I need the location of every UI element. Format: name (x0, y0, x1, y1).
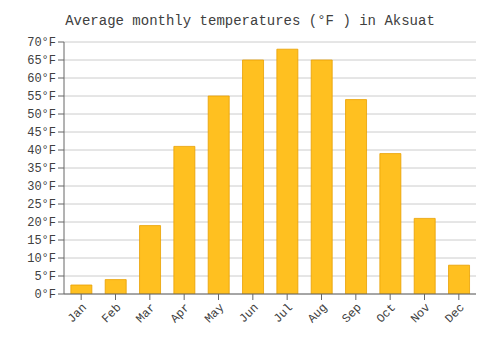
svg-text:Dec: Dec (443, 301, 468, 326)
svg-text:0°F: 0°F (34, 288, 56, 302)
svg-text:Aug: Aug (305, 301, 330, 326)
svg-text:Oct: Oct (374, 301, 399, 326)
svg-text:20°F: 20°F (27, 216, 56, 230)
svg-text:45°F: 45°F (27, 126, 56, 140)
svg-text:Sep: Sep (340, 301, 365, 326)
html-text:Average monthly temperatures (: Average monthly temperatures (°F ) in Ak… (65, 13, 435, 29)
svg-text:30°F: 30°F (27, 180, 56, 194)
svg-text:60°F: 60°F (27, 72, 56, 86)
svg-text:25°F: 25°F (27, 198, 56, 212)
svg-text:50°F: 50°F (27, 108, 56, 122)
svg-text:10°F: 10°F (27, 252, 56, 266)
svg-text:35°F: 35°F (27, 162, 56, 176)
svg-text:Jul: Jul (271, 301, 296, 326)
svg-text:Feb: Feb (99, 301, 124, 326)
svg-text:15°F: 15°F (27, 234, 56, 248)
svg-text:65°F: 65°F (27, 54, 56, 68)
svg-text:55°F: 55°F (27, 90, 56, 104)
svg-text:May: May (202, 301, 227, 326)
svg-text:Nov: Nov (408, 301, 433, 326)
svg-text:Apr: Apr (168, 301, 193, 326)
svg-text:40°F: 40°F (27, 144, 56, 158)
svg-text:Mar: Mar (134, 301, 159, 326)
svg-text:70°F: 70°F (27, 36, 56, 50)
svg-text:Jun: Jun (237, 301, 262, 326)
svg-text:Jan: Jan (65, 301, 90, 326)
svg-text:5°F: 5°F (34, 270, 56, 284)
